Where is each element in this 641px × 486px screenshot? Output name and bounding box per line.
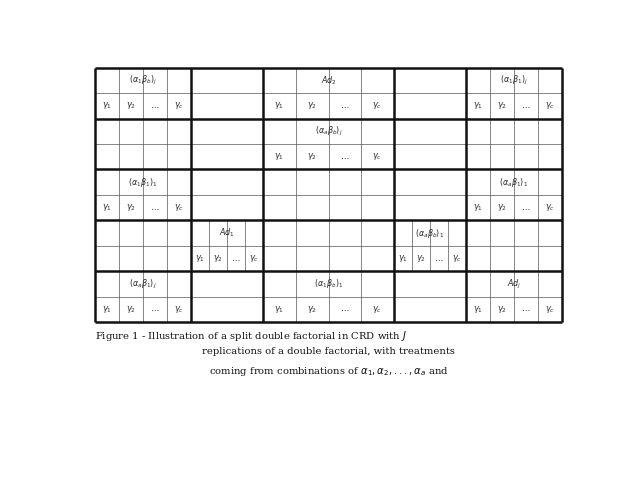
- Text: $\gamma_1$: $\gamma_1$: [102, 100, 112, 111]
- Text: $\gamma_c$: $\gamma_c$: [452, 253, 462, 264]
- Text: $\gamma_2$: $\gamma_2$: [497, 304, 507, 315]
- Text: $\gamma_1$: $\gamma_1$: [274, 304, 285, 315]
- Text: $\gamma_c$: $\gamma_c$: [545, 100, 555, 111]
- Text: $\cdots$: $\cdots$: [435, 255, 444, 262]
- Text: $\cdots$: $\cdots$: [340, 153, 349, 161]
- Text: $(\alpha_a\beta_b)_1$: $(\alpha_a\beta_b)_1$: [415, 226, 445, 240]
- Text: $\cdots$: $\cdots$: [521, 102, 531, 110]
- Text: $\cdots$: $\cdots$: [340, 102, 349, 110]
- Text: $Ad_1$: $Ad_1$: [219, 227, 235, 239]
- Text: $\gamma_2$: $\gamma_2$: [213, 253, 223, 264]
- Text: Figure 1 - Illustration of a split double factorial in CRD with $J$: Figure 1 - Illustration of a split doubl…: [95, 329, 407, 343]
- Text: $\gamma_1$: $\gamma_1$: [473, 202, 483, 213]
- Text: $\gamma_2$: $\gamma_2$: [307, 151, 317, 162]
- Text: $\gamma_2$: $\gamma_2$: [307, 304, 317, 315]
- Text: $\gamma_c$: $\gamma_c$: [174, 202, 184, 213]
- Text: $\cdots$: $\cdots$: [521, 305, 531, 313]
- Text: $\cdots$: $\cdots$: [231, 255, 240, 262]
- Text: coming from combinations of $\alpha_1,\alpha_2,...,\alpha_a$ and: coming from combinations of $\alpha_1,\a…: [208, 365, 449, 378]
- Text: $\cdots$: $\cdots$: [521, 204, 531, 211]
- Text: $\cdots$: $\cdots$: [150, 204, 160, 211]
- Text: $\gamma_c$: $\gamma_c$: [372, 100, 383, 111]
- Bar: [95, 68, 562, 322]
- Text: $\gamma_1$: $\gamma_1$: [102, 202, 112, 213]
- Text: replications of a double factorial, with treatments: replications of a double factorial, with…: [202, 347, 455, 356]
- Text: $(\alpha_a\beta_b)_j$: $(\alpha_a\beta_b)_j$: [315, 125, 342, 138]
- Text: $(\alpha_1\beta_1)_j$: $(\alpha_1\beta_1)_j$: [500, 74, 528, 87]
- Text: $\cdots$: $\cdots$: [340, 305, 349, 313]
- Text: $\gamma_2$: $\gamma_2$: [416, 253, 426, 264]
- Text: $\gamma_c$: $\gamma_c$: [174, 100, 184, 111]
- Text: $\gamma_c$: $\gamma_c$: [372, 151, 383, 162]
- Text: $\gamma_c$: $\gamma_c$: [249, 253, 259, 264]
- Text: $(\alpha_1\beta_1)_1$: $(\alpha_1\beta_1)_1$: [128, 175, 158, 189]
- Text: $\gamma_c$: $\gamma_c$: [174, 304, 184, 315]
- Text: $\gamma_1$: $\gamma_1$: [195, 253, 205, 264]
- Text: $(\alpha_1\beta_b)_1$: $(\alpha_1\beta_b)_1$: [314, 278, 343, 291]
- Text: $\gamma_2$: $\gamma_2$: [126, 100, 136, 111]
- Text: $\gamma_c$: $\gamma_c$: [372, 304, 383, 315]
- Text: $\gamma_1$: $\gamma_1$: [473, 304, 483, 315]
- Text: $\gamma_1$: $\gamma_1$: [274, 100, 285, 111]
- Text: $Ad_2$: $Ad_2$: [320, 74, 337, 87]
- Text: $(\alpha_1\beta_b)_j$: $(\alpha_1\beta_b)_j$: [129, 74, 157, 87]
- Text: $\gamma_1$: $\gamma_1$: [274, 151, 285, 162]
- Text: $\cdots$: $\cdots$: [150, 305, 160, 313]
- Text: $\gamma_2$: $\gamma_2$: [307, 100, 317, 111]
- Text: $(\alpha_a\beta_1)_j$: $(\alpha_a\beta_1)_j$: [129, 278, 157, 291]
- Text: $\gamma_1$: $\gamma_1$: [398, 253, 408, 264]
- Text: $\gamma_2$: $\gamma_2$: [126, 202, 136, 213]
- Text: $\gamma_c$: $\gamma_c$: [545, 202, 555, 213]
- Text: $\gamma_2$: $\gamma_2$: [126, 304, 136, 315]
- Text: $Ad_j$: $Ad_j$: [507, 278, 521, 291]
- Text: $(\alpha_a\beta_1)_1$: $(\alpha_a\beta_1)_1$: [499, 175, 529, 189]
- Text: $\cdots$: $\cdots$: [150, 102, 160, 110]
- Text: $\gamma_c$: $\gamma_c$: [545, 304, 555, 315]
- Text: $\gamma_2$: $\gamma_2$: [497, 100, 507, 111]
- Text: $\gamma_1$: $\gamma_1$: [473, 100, 483, 111]
- Text: $\gamma_2$: $\gamma_2$: [497, 202, 507, 213]
- Text: $\gamma_1$: $\gamma_1$: [102, 304, 112, 315]
